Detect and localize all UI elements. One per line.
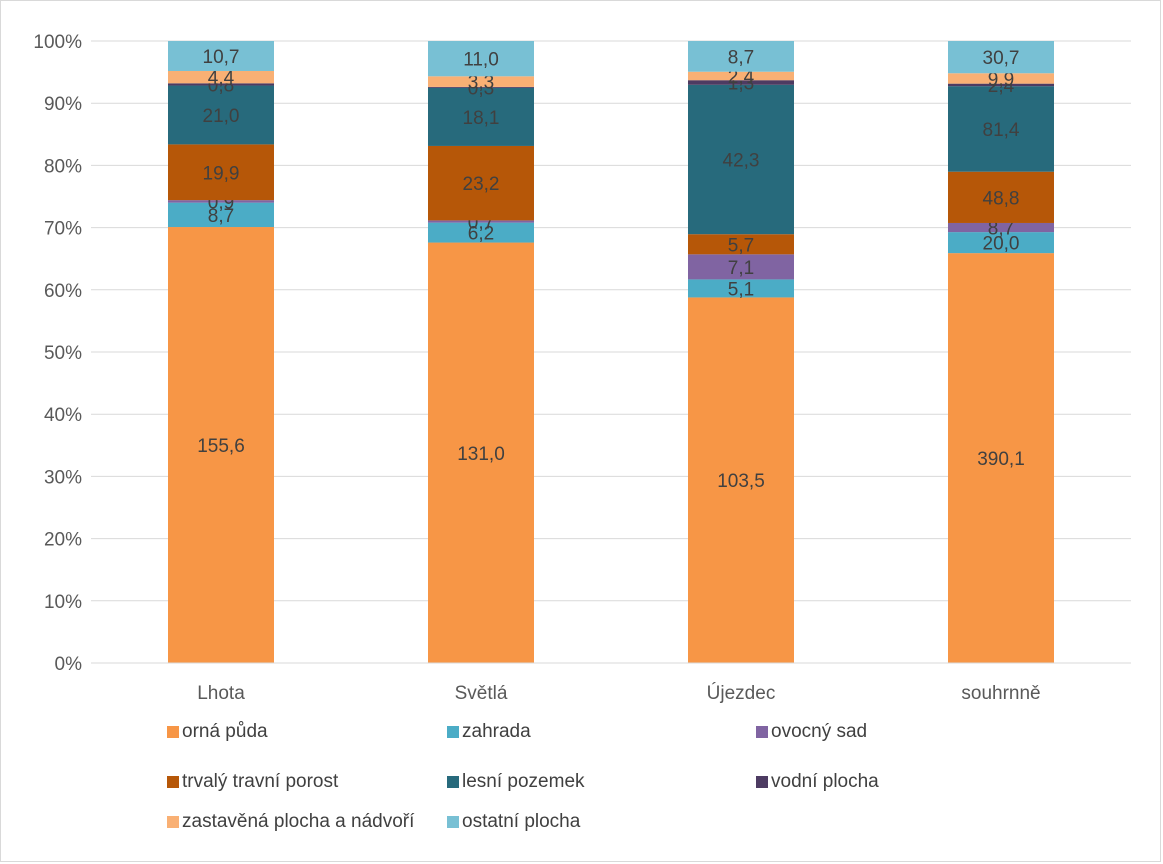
data-label: 5,7 <box>728 235 754 256</box>
legend-item: zahrada <box>447 721 531 743</box>
data-label: 42,3 <box>723 151 760 172</box>
data-label: 8,7 <box>208 206 234 227</box>
data-label: 103,5 <box>717 471 765 492</box>
y-tick-label: 100% <box>33 32 82 53</box>
data-label: 19,9 <box>203 163 240 184</box>
y-tick-label: 10% <box>44 592 82 613</box>
legend-label: vodní plocha <box>771 771 879 792</box>
bar-segment <box>428 87 534 146</box>
legend-item: lesní pozemek <box>447 771 585 793</box>
data-label: 10,7 <box>203 47 240 68</box>
x-tick-label: souhrnně <box>961 683 1040 704</box>
y-tick-label: 50% <box>44 343 82 364</box>
data-label: 8,7 <box>728 47 754 68</box>
bar-segment <box>428 220 534 223</box>
bar-segment <box>168 41 274 71</box>
y-tick-label: 80% <box>44 156 82 177</box>
data-label: 3,3 <box>468 73 494 94</box>
bar-segment <box>428 145 534 221</box>
data-label: 48,8 <box>983 188 1020 209</box>
bar-segment <box>948 253 1054 664</box>
bar-segment <box>168 200 274 203</box>
bar-segment <box>688 71 794 81</box>
data-label: 81,4 <box>983 120 1020 141</box>
bar-segment <box>948 83 1054 87</box>
y-tick-label: 90% <box>44 94 82 115</box>
data-label: 155,6 <box>197 436 245 457</box>
bar-segment <box>948 41 1054 74</box>
legend-label: ostatní plocha <box>462 811 581 832</box>
data-label: 20,0 <box>983 234 1020 255</box>
data-label: 390,1 <box>977 449 1025 470</box>
y-tick-label: 0% <box>55 654 83 675</box>
x-tick-label: Újezdec <box>707 682 776 704</box>
bar-segment <box>428 222 534 243</box>
data-label: 11,0 <box>463 50 499 71</box>
bar-segment <box>688 297 794 663</box>
legend-label: zastavěná plocha a nádvoří <box>182 811 415 832</box>
bar-segment <box>948 171 1054 223</box>
bar-segment <box>168 70 274 84</box>
bar-segment <box>688 254 794 280</box>
bar-segment <box>948 73 1054 84</box>
x-tick-label: Světlá <box>455 683 508 704</box>
bar-segment <box>688 279 794 298</box>
legend-swatch <box>167 726 179 738</box>
legend-swatch <box>447 816 459 828</box>
bar-segment <box>948 86 1054 172</box>
data-label: 131,0 <box>457 444 505 465</box>
y-tick-label: 60% <box>44 281 82 302</box>
data-label: 8,7 <box>988 219 1014 240</box>
bar-segment <box>168 227 274 663</box>
legend-label: lesní pozemek <box>462 771 585 792</box>
legend-item: ostatní plocha <box>447 811 580 833</box>
bar-segment <box>688 234 794 255</box>
legend-item: vodní plocha <box>756 771 879 793</box>
bar-segment <box>428 41 534 77</box>
legend-label: orná půda <box>182 721 268 742</box>
legend-swatch <box>167 776 179 788</box>
data-label: 6,2 <box>468 224 494 245</box>
data-label: 21,0 <box>203 106 240 127</box>
bar-segment <box>168 83 274 86</box>
y-tick-label: 30% <box>44 467 82 488</box>
bar-segment <box>428 86 534 88</box>
data-label: 2,4 <box>728 67 755 88</box>
bar-segment <box>168 85 274 145</box>
bar-segment <box>948 222 1054 233</box>
bar-segment <box>168 144 274 201</box>
x-tick-label: Lhota <box>197 683 245 704</box>
legend-swatch <box>756 776 768 788</box>
legend-label: trvalý travní porost <box>182 771 339 792</box>
legend-swatch <box>447 726 459 738</box>
y-tick-label: 40% <box>44 405 82 426</box>
bar-segment <box>688 41 794 72</box>
legend-label: zahrada <box>462 721 531 742</box>
bar-segment <box>688 80 794 85</box>
bar-segment <box>688 84 794 235</box>
legend-swatch <box>167 816 179 828</box>
bar-segment <box>168 202 274 228</box>
legend-swatch <box>756 726 768 738</box>
y-tick-label: 20% <box>44 530 82 551</box>
data-label: 30,7 <box>983 48 1020 69</box>
legend-swatch <box>447 776 459 788</box>
bar-segment <box>428 242 534 663</box>
data-label: 7,1 <box>728 258 754 279</box>
data-label: 9,9 <box>988 69 1014 90</box>
data-label: 18,1 <box>463 108 500 129</box>
data-label: 23,2 <box>463 174 500 195</box>
bar-segment <box>948 232 1054 254</box>
legend-item: zastavěná plocha a nádvoří <box>167 811 414 833</box>
data-label: 5,1 <box>728 279 754 300</box>
legend-item: ovocný sad <box>756 721 867 743</box>
legend-item: trvalý travní porost <box>167 771 338 793</box>
bar-segment <box>428 76 534 87</box>
legend-item: orná půda <box>167 721 268 743</box>
legend-label: ovocný sad <box>771 721 868 742</box>
data-label: 4,4 <box>208 68 235 89</box>
y-tick-label: 70% <box>44 219 82 240</box>
